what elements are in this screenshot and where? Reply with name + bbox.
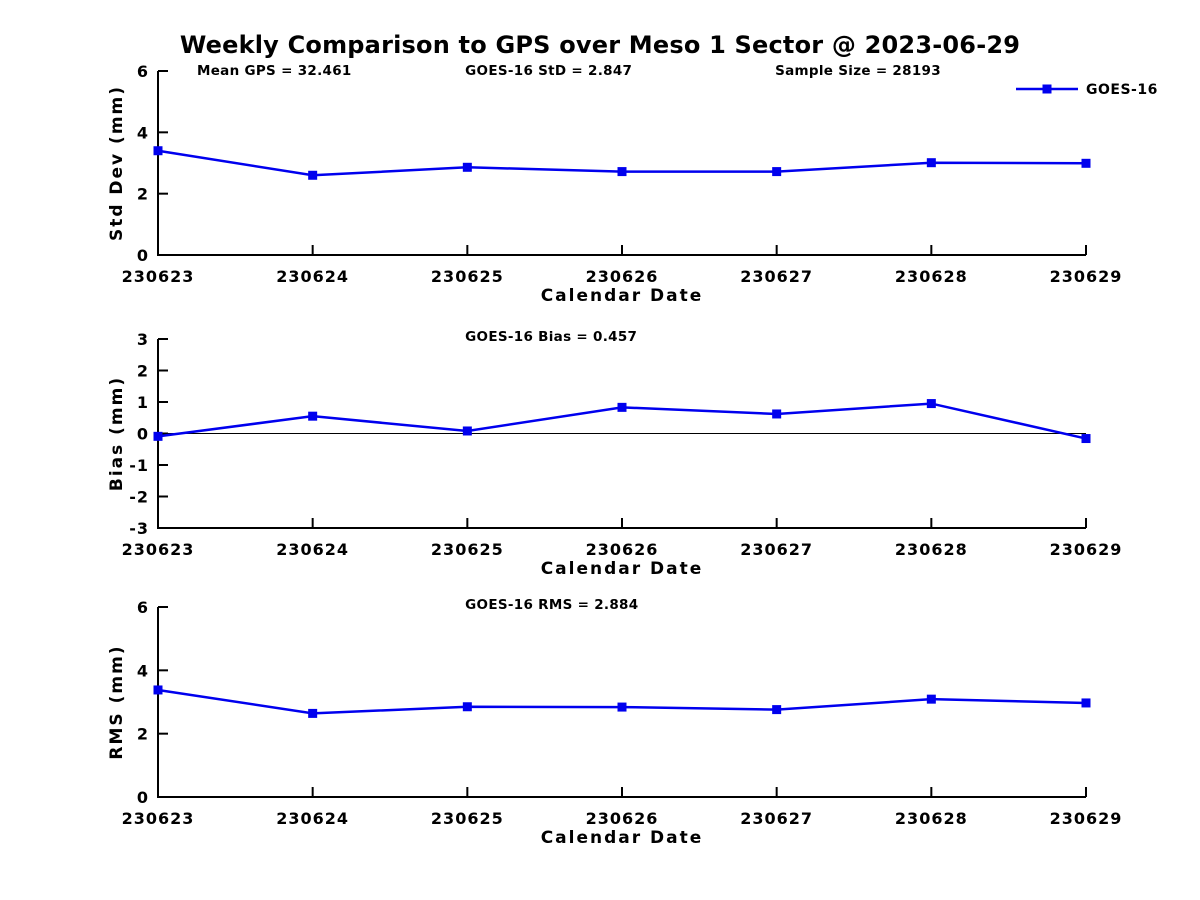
annotation: Mean GPS = 32.461 <box>197 63 352 79</box>
y-tick-label: 4 <box>137 123 149 142</box>
y-axis-label: RMS (mm) <box>107 644 127 759</box>
series-marker <box>153 431 163 441</box>
legend-marker <box>1042 84 1052 94</box>
series-marker <box>926 399 936 409</box>
x-axis-label: Calendar Date <box>541 559 704 579</box>
x-tick-label: 230624 <box>276 267 349 286</box>
series-marker <box>153 685 163 695</box>
y-tick-label: 2 <box>137 362 149 381</box>
x-axis-label: Calendar Date <box>541 286 704 306</box>
y-tick-label: 2 <box>137 725 149 744</box>
series-marker <box>308 708 318 718</box>
series-marker <box>462 702 472 712</box>
x-tick-label: 230627 <box>740 540 813 559</box>
series-marker <box>926 158 936 168</box>
x-tick-label: 230625 <box>431 540 504 559</box>
series-marker <box>308 170 318 180</box>
x-tick-label: 230627 <box>740 809 813 828</box>
x-tick-label: 230628 <box>895 809 968 828</box>
x-tick-label: 230623 <box>122 540 195 559</box>
y-tick-label: 0 <box>137 425 149 444</box>
series-marker <box>772 705 782 715</box>
series-marker <box>617 167 627 177</box>
y-tick-label: -2 <box>129 488 149 507</box>
annotation: GOES-16 RMS = 2.884 <box>465 597 638 613</box>
y-tick-label: 6 <box>137 62 149 81</box>
y-tick-label: 0 <box>137 788 149 807</box>
x-tick-label: 230625 <box>431 809 504 828</box>
x-tick-label: 230629 <box>1050 540 1123 559</box>
y-tick-label: 2 <box>137 185 149 204</box>
x-tick-label: 230623 <box>122 267 195 286</box>
x-tick-label: 230623 <box>122 809 195 828</box>
series-marker <box>153 146 163 156</box>
x-tick-label: 230624 <box>276 809 349 828</box>
series-marker <box>617 402 627 412</box>
x-tick-label: 230626 <box>586 267 659 286</box>
series-marker <box>462 162 472 172</box>
series-marker <box>462 426 472 436</box>
y-tick-label: -3 <box>129 519 149 538</box>
x-tick-label: 230626 <box>586 540 659 559</box>
x-tick-label: 230626 <box>586 809 659 828</box>
figure-title: Weekly Comparison to GPS over Meso 1 Sec… <box>179 31 1021 59</box>
series-marker <box>772 409 782 419</box>
y-tick-label: 1 <box>137 393 149 412</box>
x-tick-label: 230628 <box>895 267 968 286</box>
x-tick-label: 230624 <box>276 540 349 559</box>
annotation: Sample Size = 28193 <box>775 63 941 79</box>
y-axis-label: Std Dev (mm) <box>107 85 127 241</box>
legend-label: GOES-16 <box>1086 82 1158 98</box>
y-tick-label: 6 <box>137 598 149 617</box>
y-tick-label: -1 <box>129 456 149 475</box>
x-tick-label: 230628 <box>895 540 968 559</box>
annotation: GOES-16 Bias = 0.457 <box>465 329 637 345</box>
x-tick-label: 230625 <box>431 267 504 286</box>
series-marker <box>1081 698 1091 708</box>
y-tick-label: 4 <box>137 661 149 680</box>
series-marker <box>1081 158 1091 168</box>
x-axis-label: Calendar Date <box>541 828 704 848</box>
y-axis-label: Bias (mm) <box>107 376 127 491</box>
x-tick-label: 230629 <box>1050 267 1123 286</box>
series-marker <box>926 694 936 704</box>
series-marker <box>617 702 627 712</box>
series-marker <box>1081 434 1091 444</box>
x-tick-label: 230627 <box>740 267 813 286</box>
x-tick-label: 230629 <box>1050 809 1123 828</box>
annotation: GOES-16 StD = 2.847 <box>465 63 632 79</box>
y-tick-label: 0 <box>137 246 149 265</box>
series-marker <box>308 411 318 421</box>
y-tick-label: 3 <box>137 330 149 349</box>
series-marker <box>772 167 782 177</box>
